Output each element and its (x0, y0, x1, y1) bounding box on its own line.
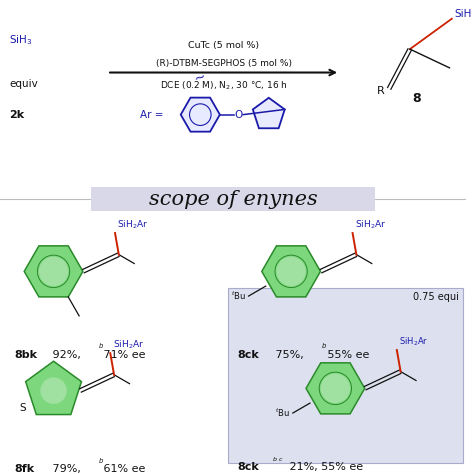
Text: (R)-DTBM-SEGPHOS (5 mol %): (R)-DTBM-SEGPHOS (5 mol %) (155, 59, 292, 68)
Text: $^t$Bu: $^t$Bu (231, 290, 246, 302)
Text: 8ck: 8ck (237, 462, 259, 472)
Circle shape (276, 256, 306, 286)
Circle shape (40, 377, 67, 404)
Text: O: O (234, 109, 243, 119)
Text: 92%,: 92%, (49, 350, 81, 360)
Text: $^b$: $^b$ (321, 344, 328, 354)
Text: 8bk: 8bk (14, 350, 37, 360)
Text: 75%,: 75%, (273, 350, 304, 360)
Text: $^t$Bu: $^t$Bu (275, 407, 291, 419)
Text: equiv: equiv (9, 79, 38, 89)
Text: $^b$: $^b$ (98, 344, 104, 354)
Text: 61% ee: 61% ee (100, 465, 146, 474)
Text: SiH$_2$Ar: SiH$_2$Ar (399, 335, 428, 347)
Text: 79%,: 79%, (49, 465, 81, 474)
Polygon shape (306, 363, 365, 414)
Text: ~: ~ (192, 69, 208, 87)
FancyBboxPatch shape (91, 187, 375, 211)
Polygon shape (253, 98, 285, 128)
Text: SiH$_2$Ar: SiH$_2$Ar (118, 218, 149, 231)
Text: 8: 8 (412, 92, 421, 105)
Text: 0.75 equi: 0.75 equi (413, 292, 459, 302)
Text: CuTc (5 mol %): CuTc (5 mol %) (188, 41, 259, 50)
Text: Ar =: Ar = (140, 109, 163, 119)
Text: SiH$_2$Ar: SiH$_2$Ar (355, 218, 386, 231)
Text: scope of enynes: scope of enynes (148, 190, 317, 209)
Polygon shape (24, 246, 83, 297)
Polygon shape (262, 246, 320, 297)
Text: 55% ee: 55% ee (324, 350, 369, 360)
Text: 71% ee: 71% ee (100, 350, 146, 360)
Text: DCE (0.2 M), N$_2$, 30 °C, 16 h: DCE (0.2 M), N$_2$, 30 °C, 16 h (160, 80, 288, 92)
Text: 21%, 55% ee: 21%, 55% ee (286, 462, 364, 472)
Text: SiH: SiH (454, 9, 472, 18)
Polygon shape (181, 98, 220, 132)
Text: 8ck: 8ck (237, 350, 259, 360)
Text: 8fk: 8fk (14, 465, 34, 474)
Circle shape (39, 256, 68, 286)
Text: SiH$_2$Ar: SiH$_2$Ar (113, 338, 144, 351)
Text: SiH$_3$: SiH$_3$ (9, 33, 33, 47)
Text: $^b$: $^b$ (98, 458, 104, 468)
Text: $^{b\ c}$: $^{b\ c}$ (273, 456, 284, 465)
Text: R: R (376, 86, 384, 96)
FancyBboxPatch shape (228, 288, 464, 463)
Circle shape (321, 374, 350, 403)
Polygon shape (26, 361, 82, 415)
Text: 2k: 2k (9, 109, 25, 119)
Text: S: S (19, 403, 26, 413)
